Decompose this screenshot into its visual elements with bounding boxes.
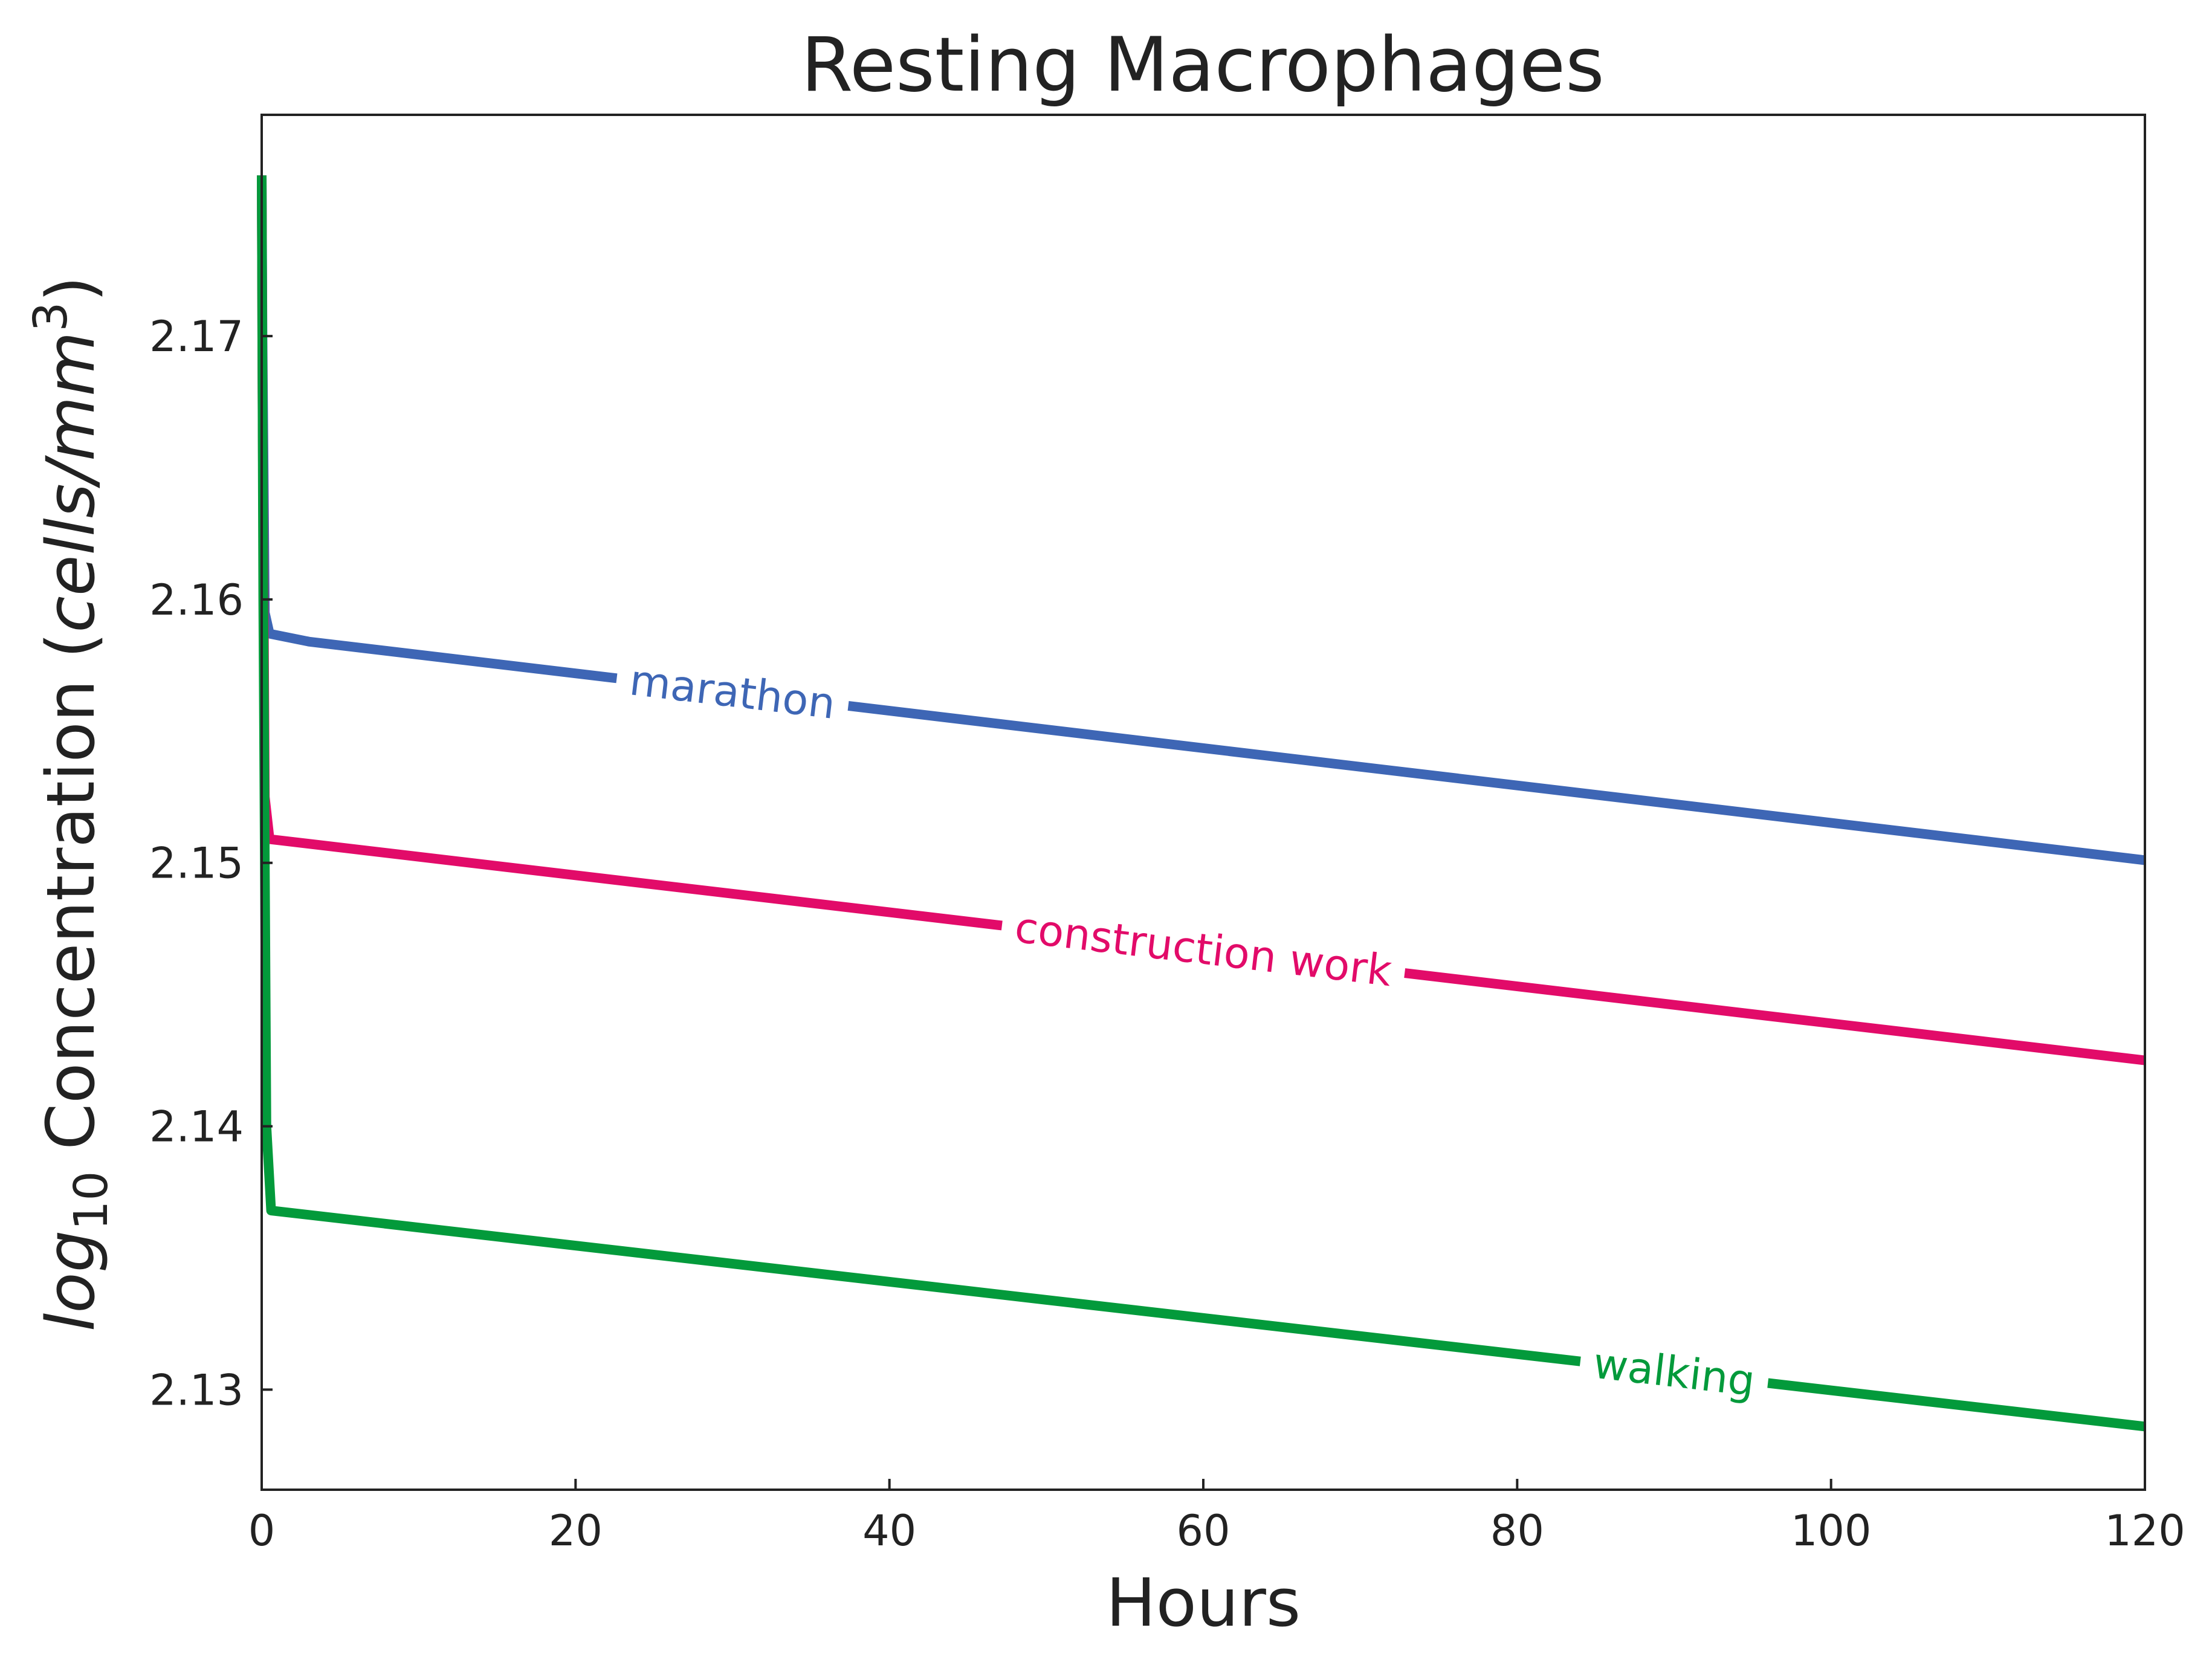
x-axis-title: Hours xyxy=(1106,1564,1301,1641)
x-tick-label: 0 xyxy=(248,1506,276,1556)
y-axis-title-end: ) xyxy=(32,276,109,302)
x-tick-label: 20 xyxy=(549,1506,603,1556)
y-axis-title-superscript: 3 xyxy=(24,302,78,332)
x-tick-label: 80 xyxy=(1490,1506,1544,1556)
y-axis-title-unit: cells/mm xyxy=(32,332,109,633)
x-tick-label: 100 xyxy=(1791,1506,1872,1556)
series-label-walking: walking xyxy=(1591,1339,1758,1406)
x-tick-label: 40 xyxy=(862,1506,916,1556)
plot-frame xyxy=(260,114,2146,1491)
series-label-marathon: marathon xyxy=(627,655,838,729)
y-tick-label: 2.14 xyxy=(149,1102,244,1152)
x-tick-label: 60 xyxy=(1176,1506,1230,1556)
y-axis-title: log10 Concentration (cells/mm3) xyxy=(24,276,118,1332)
series-line-marathon xyxy=(257,175,618,684)
y-tick-label: 2.17 xyxy=(149,312,244,361)
series-group xyxy=(257,175,2146,1432)
series-label-construction-work: construction work xyxy=(1012,902,1395,996)
y-axis-title-log: log xyxy=(32,1230,109,1332)
series-line-walking xyxy=(1767,1378,2146,1432)
y-tick-label: 2.16 xyxy=(149,575,244,625)
x-tick-label: 120 xyxy=(2104,1506,2185,1556)
y-axis-title-subscript: 10 xyxy=(65,1171,118,1230)
series-line-construction-work xyxy=(257,175,1003,931)
y-tick-label: 2.13 xyxy=(149,1365,244,1415)
series-line-construction-work xyxy=(1404,968,2146,1065)
y-axis-ticks: 2.13 2.14 2.15 2.16 2.17 xyxy=(149,312,273,1415)
y-axis-title-middle: Concentration ( xyxy=(32,633,109,1171)
chart-title: Resting Macrophages xyxy=(801,22,1604,109)
y-tick-label: 2.15 xyxy=(149,839,244,888)
series-line-marathon xyxy=(847,700,2146,865)
series-label-group: marathon construction work walking xyxy=(627,655,1758,1406)
x-axis-ticks: 0 20 40 60 80 100 120 xyxy=(248,1479,2185,1556)
